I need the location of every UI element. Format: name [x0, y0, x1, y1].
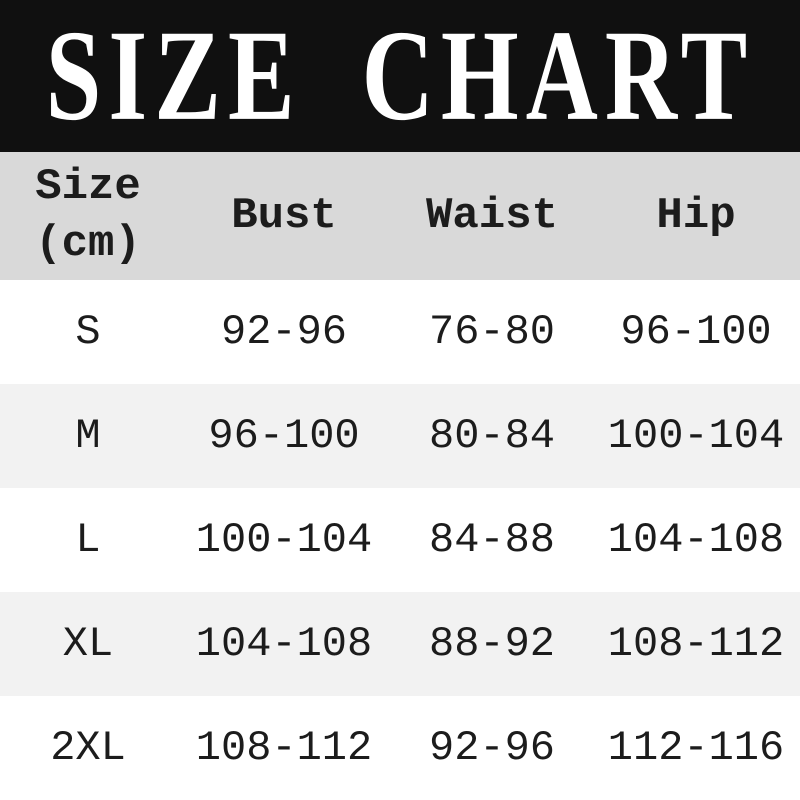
waist-value: 84-88 [428, 516, 556, 564]
column-header-waist: Waist [425, 191, 559, 241]
size-table-body: S 92-96 76-80 96-100 M 96-100 80-84 100-… [0, 280, 800, 800]
header-row: Size (cm) Bust Waist Hip [0, 152, 800, 280]
waist-value: 80-84 [428, 412, 556, 460]
bust-value: 100-104 [195, 516, 373, 564]
table-row-l: L 100-104 84-88 104-108 [0, 488, 800, 592]
column-header-size: Size (cm) [0, 152, 176, 280]
size-label: 2XL [50, 724, 126, 772]
size-chart-banner: SIZE CHART [0, 0, 800, 152]
hip-value: 112-116 [607, 724, 785, 772]
waist-value: 92-96 [428, 724, 556, 772]
column-header-size-label: Size [35, 161, 141, 212]
bust-value: 92-96 [220, 308, 348, 356]
size-label: M [75, 412, 101, 460]
size-label: L [75, 516, 101, 564]
waist-value: 88-92 [428, 620, 556, 668]
column-header-bust: Bust [231, 191, 337, 241]
bust-value: 108-112 [195, 724, 373, 772]
hip-value: 108-112 [607, 620, 785, 668]
hip-value: 96-100 [620, 308, 772, 356]
page-title: SIZE CHART [45, 3, 755, 148]
hip-value: 100-104 [607, 412, 785, 460]
table-row-xl: XL 104-108 88-92 108-112 [0, 592, 800, 696]
size-label: XL [62, 620, 114, 668]
column-header-hip: Hip [656, 191, 736, 241]
hip-value: 104-108 [607, 516, 785, 564]
size-table-header: Size (cm) Bust Waist Hip [0, 152, 800, 280]
table-row-2xl: 2XL 108-112 92-96 112-116 [0, 696, 800, 800]
table-row-m: M 96-100 80-84 100-104 [0, 384, 800, 488]
waist-value: 76-80 [428, 308, 556, 356]
table-row-s: S 92-96 76-80 96-100 [0, 280, 800, 384]
size-table: Size (cm) Bust Waist Hip S 92-96 76-80 9… [0, 152, 800, 800]
bust-value: 96-100 [208, 412, 360, 460]
size-label: S [75, 308, 101, 356]
bust-value: 104-108 [195, 620, 373, 668]
column-header-size-unit: (cm) [35, 219, 141, 269]
